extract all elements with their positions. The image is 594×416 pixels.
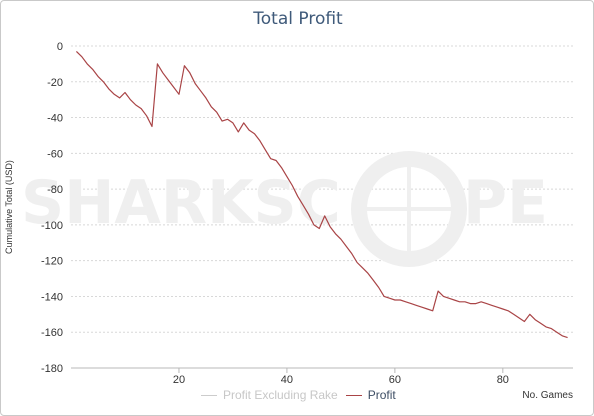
y-tick-label: 0 bbox=[57, 41, 63, 53]
x-tick-label: 40 bbox=[281, 374, 293, 386]
y-tick-label: -140 bbox=[41, 291, 63, 303]
y-axis-label: Cumulative Total (USD) bbox=[4, 160, 14, 254]
watermark-text-left: SHARKSC bbox=[21, 168, 341, 238]
x-tick-label: 20 bbox=[173, 374, 185, 386]
legend-label-profit-excluding-rake: Profit Excluding Rake bbox=[223, 388, 338, 402]
y-tick-label: -100 bbox=[41, 220, 63, 232]
x-axis-label: No. Games bbox=[522, 390, 573, 401]
series-line-profit[interactable] bbox=[75, 50, 568, 339]
x-tick-label: 60 bbox=[389, 374, 401, 386]
axes: 0 -20 -40 -60 -80 -100 -120 -140 -160 -180 20 40 60 8… bbox=[41, 41, 573, 386]
chart-title: Total Profit bbox=[253, 9, 343, 29]
y-tick-label: -40 bbox=[47, 113, 63, 125]
legend: Profit Excluding Rake Profit bbox=[201, 388, 396, 402]
legend-swatch-profit-excluding-rake bbox=[201, 394, 217, 396]
legend-swatch-profit bbox=[345, 394, 362, 396]
x-tick-label: 80 bbox=[497, 374, 509, 386]
y-tick-label: -180 bbox=[41, 363, 63, 375]
y-tick-label: -120 bbox=[41, 256, 63, 268]
watermark-text-right: PE bbox=[463, 168, 548, 238]
legend-label-profit: Profit bbox=[367, 388, 396, 402]
series-group bbox=[75, 50, 568, 339]
legend-item-profit-excluding-rake[interactable]: Profit Excluding Rake bbox=[201, 388, 338, 402]
y-tick-label: -80 bbox=[47, 184, 63, 196]
y-tick-label: -20 bbox=[47, 77, 63, 89]
y-tick-label: -60 bbox=[47, 148, 63, 160]
y-tick-label: -160 bbox=[41, 327, 63, 339]
legend-item-profit[interactable]: Profit bbox=[345, 388, 396, 402]
watermark: SHARKSC PE bbox=[21, 151, 548, 267]
